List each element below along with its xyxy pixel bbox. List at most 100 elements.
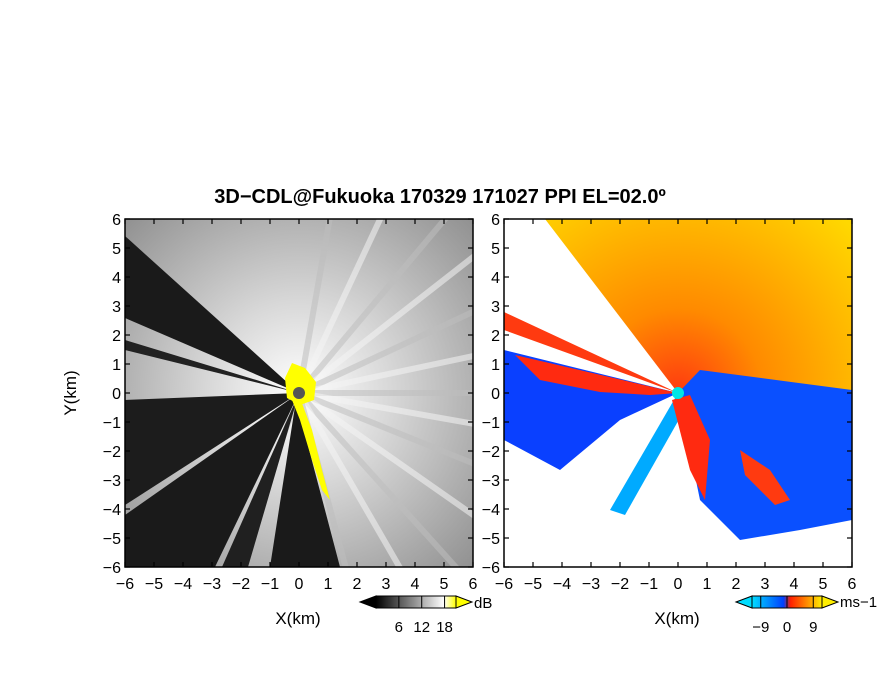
snr-streak	[297, 390, 473, 519]
snr-y-tick-label: 0	[112, 386, 121, 403]
snr-y-tick-label: 6	[112, 212, 121, 229]
snr-y-tick-label: −4	[103, 502, 121, 519]
velocity-approaching-east	[678, 370, 852, 540]
velocity-x-tick-label: 3	[761, 576, 770, 593]
snr-y-tick-label: −6	[103, 560, 121, 577]
velocity-y-tick-label: 0	[491, 386, 500, 403]
velocity-y-tick-labels: 6 5 4 3 2 1 0 −1 −2 −3 −4 −5 −6	[482, 212, 500, 577]
snr-x-tick-label: −4	[174, 576, 192, 593]
snr-y-tick-label: −5	[103, 531, 121, 548]
velocity-y-tick-label: −1	[482, 415, 500, 432]
snr-x-tick-labels: −6 −5 −4 −3 −2 −1 0 1 2 3 4 5 6	[116, 576, 478, 593]
velocity-y-tick-label: 4	[491, 270, 500, 287]
velocity-colorbar: −9 0 9 ms−1	[734, 594, 877, 636]
snr-streak	[296, 219, 333, 394]
snr-colorbar-ramp	[375, 595, 457, 609]
snr-colorbar-min-arrow	[358, 595, 377, 609]
snr-blocked-beam-w	[125, 340, 299, 393]
snr-y-tick-label: 5	[112, 241, 121, 258]
snr-colorbar-tick-label: 18	[436, 619, 453, 636]
velocity-x-axis-label: X(km)	[654, 609, 699, 628]
snr-x-tick-label: 0	[295, 576, 304, 593]
snr-blocked-sector-s	[270, 400, 340, 567]
velocity-x-tick-label: 0	[674, 576, 683, 593]
snr-x-tick-label: 5	[440, 576, 449, 593]
velocity-colorbar-unit: ms−1	[840, 594, 877, 611]
velocity-x-tick-label: 6	[848, 576, 857, 593]
velocity-x-tick-label: 5	[819, 576, 828, 593]
velocity-y-tick-label: −4	[482, 502, 500, 519]
velocity-x-tick-label: 2	[732, 576, 741, 593]
snr-colorbar-unit: dB	[474, 595, 492, 612]
velocity-y-tick-label: 2	[491, 328, 500, 345]
velocity-x-tick-label: −5	[524, 576, 542, 593]
snr-blocked-sector-nw	[125, 236, 299, 393]
snr-y-tick-label: −1	[103, 415, 121, 432]
snr-x-tick-label: −5	[145, 576, 163, 593]
snr-y-tick-label: −3	[103, 473, 121, 490]
velocity-beam-nw	[504, 312, 678, 393]
snr-x-tick-label: 4	[411, 576, 420, 593]
velocity-y-tick-label: −3	[482, 473, 500, 490]
snr-colorbar-max-arrow	[455, 595, 474, 609]
snr-colorbar: 6 12 18 dB	[358, 595, 492, 636]
velocity-colorbar-tick-label: 9	[809, 619, 817, 636]
snr-ticks	[124, 218, 474, 568]
snr-x-axis-label: X(km)	[275, 609, 320, 628]
velocity-approaching-sw-beam	[610, 393, 690, 515]
velocity-x-tick-label: −4	[553, 576, 571, 593]
velocity-receding-west-beam	[515, 355, 678, 395]
velocity-y-tick-label: −2	[482, 444, 500, 461]
snr-radar-marker	[293, 387, 305, 399]
velocity-x-tick-label: −6	[495, 576, 513, 593]
velocity-y-tick-label: −5	[482, 531, 500, 548]
snr-y-tick-label: −2	[103, 444, 121, 461]
snr-blocked-sector-sw	[125, 393, 299, 567]
velocity-x-tick-labels: −6 −5 −4 −3 −2 −1 0 1 2 3 4 5 6	[495, 576, 857, 593]
velocity-x-tick-label: −1	[640, 576, 658, 593]
velocity-y-tick-label: 1	[491, 357, 500, 374]
snr-x-tick-label: 1	[324, 576, 333, 593]
velocity-colorbar-tick-label: 0	[783, 619, 791, 636]
snr-blocked-sector-wsw	[125, 393, 299, 505]
snr-streak	[296, 391, 403, 567]
snr-y-tick-label: 3	[112, 299, 121, 316]
snr-streak	[296, 219, 384, 395]
snr-high-core	[285, 363, 316, 405]
snr-streak	[297, 390, 473, 467]
snr-streak	[298, 390, 473, 427]
snr-y-tick-label: 4	[112, 270, 121, 287]
snr-x-tick-label: 6	[469, 576, 478, 593]
velocity-colorbar-tick-label: −9	[752, 619, 769, 636]
snr-y-tick-label: 1	[112, 357, 121, 374]
snr-x-tick-label: −6	[116, 576, 134, 593]
velocity-x-tick-label: 1	[703, 576, 712, 593]
snr-x-tick-label: 3	[382, 576, 391, 593]
snr-x-tick-label: −1	[261, 576, 279, 593]
snr-streak	[297, 253, 473, 396]
velocity-receding-patch-se	[740, 450, 790, 505]
velocity-colorbar-max-arrow	[821, 595, 840, 609]
velocity-colorbar-min-arrow	[734, 595, 753, 609]
snr-y-tick-labels: 6 5 4 3 2 1 0 −1 −2 −3 −4 −5 −6	[103, 212, 121, 577]
snr-streak	[297, 308, 473, 396]
snr-streak	[296, 219, 449, 395]
snr-streak	[298, 352, 473, 396]
snr-blocked-beam-s	[222, 393, 299, 567]
snr-high-strip	[290, 395, 330, 500]
snr-y-axis-label: Y(km)	[61, 370, 80, 415]
velocity-x-tick-label: −2	[611, 576, 629, 593]
velocity-y-tick-label: 3	[491, 299, 500, 316]
velocity-x-tick-label: 4	[790, 576, 799, 593]
velocity-receding-south	[672, 395, 710, 500]
velocity-y-tick-label: 6	[491, 212, 500, 229]
velocity-y-tick-label: 5	[491, 241, 500, 258]
snr-streak	[296, 390, 460, 567]
velocity-panel	[504, 219, 852, 567]
snr-y-tick-label: 2	[112, 328, 121, 345]
snr-x-tick-label: −2	[232, 576, 250, 593]
velocity-y-tick-label: −6	[482, 560, 500, 577]
velocity-radar-marker	[672, 387, 684, 399]
velocity-x-tick-label: −3	[582, 576, 600, 593]
